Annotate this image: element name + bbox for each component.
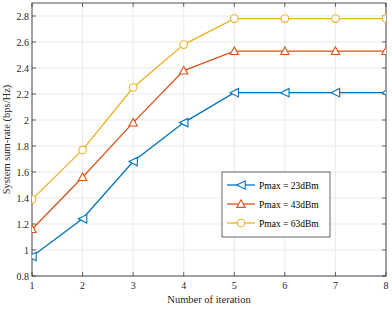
tick — [284, 272, 285, 276]
tick — [32, 94, 36, 95]
tick — [234, 272, 235, 276]
tick — [382, 146, 386, 147]
point — [331, 89, 339, 97]
tick — [32, 146, 36, 147]
tick — [234, 3, 235, 7]
point — [129, 157, 137, 165]
point — [180, 118, 188, 126]
point — [332, 15, 340, 23]
legend-label: Pmax = 23dBm — [259, 181, 319, 191]
point — [281, 47, 289, 55]
tick — [183, 272, 184, 276]
y-tick-label: 2.4 — [17, 63, 30, 74]
tick — [183, 3, 184, 7]
tick — [382, 172, 386, 173]
chart: 123456780.811.21.41.61.822.22.42.62.8Num… — [0, 0, 392, 310]
point — [32, 252, 36, 260]
tick — [32, 224, 36, 225]
grid-line — [133, 3, 134, 276]
y-tick-label: 2.2 — [17, 89, 30, 100]
point — [230, 15, 238, 23]
tick — [382, 224, 386, 225]
point — [382, 89, 386, 97]
tick — [335, 3, 336, 7]
y-tick-label: 2 — [24, 115, 29, 126]
grid-line — [32, 68, 386, 69]
x-tick-label: 4 — [181, 280, 186, 291]
x-tick-label: 6 — [282, 280, 287, 291]
y-tick-label: 1 — [24, 245, 29, 256]
tick — [335, 272, 336, 276]
grid-line — [32, 42, 386, 43]
x-tick-label: 2 — [80, 280, 85, 291]
tick — [382, 42, 386, 43]
grid-line — [82, 3, 83, 276]
point — [32, 225, 36, 233]
point — [230, 47, 238, 55]
y-tick-label: 0.8 — [17, 271, 30, 282]
point — [180, 66, 188, 74]
tick — [382, 198, 386, 199]
point — [32, 196, 36, 204]
y-tick-label: 1.2 — [17, 219, 30, 230]
legend-label: Pmax = 63dBm — [259, 219, 319, 229]
tick — [82, 272, 83, 276]
legend: Pmax = 23dBm Pmax = 43dBm Pmax = 63dBm — [222, 172, 330, 237]
point — [382, 15, 386, 23]
legend-marker — [237, 200, 245, 208]
tick — [133, 272, 134, 276]
grid — [32, 3, 386, 276]
x-axis-label: Number of iteration — [167, 294, 251, 305]
tick — [133, 3, 134, 7]
y-tick-label: 2.8 — [17, 11, 30, 22]
x-tick-label: 7 — [333, 280, 338, 291]
tick — [382, 250, 386, 251]
data — [32, 15, 386, 261]
grid-line — [32, 120, 386, 121]
y-tick-label: 2.6 — [17, 37, 30, 48]
point — [331, 47, 339, 55]
tick — [382, 120, 386, 121]
point — [79, 146, 87, 154]
series-line — [32, 51, 386, 229]
point — [382, 47, 386, 55]
y-axis-label: System sum-rate (bps/Hz) — [1, 84, 13, 194]
point — [78, 215, 86, 223]
y-tick-label: 1.6 — [17, 167, 30, 178]
grid-line — [32, 198, 386, 199]
grid-line — [32, 224, 386, 225]
grid-line — [32, 172, 386, 173]
series-line — [32, 19, 386, 200]
tick — [32, 120, 36, 121]
x-tick-label: 5 — [232, 280, 237, 291]
point — [78, 173, 86, 181]
point — [129, 84, 137, 92]
point — [230, 89, 238, 97]
frame — [32, 3, 386, 276]
tick — [32, 250, 36, 251]
point — [129, 118, 137, 126]
grid-line — [32, 250, 386, 251]
legend-marker — [237, 219, 245, 227]
x-tick-label: 3 — [131, 280, 136, 291]
tick — [284, 3, 285, 7]
point — [281, 15, 289, 23]
plot-area — [32, 3, 386, 276]
tick — [32, 68, 36, 69]
x-tick-label: 8 — [384, 280, 389, 291]
tick — [32, 42, 36, 43]
legend-label: Pmax = 43dBm — [259, 200, 319, 210]
y-tick-label: 1.8 — [17, 141, 30, 152]
tick — [382, 68, 386, 69]
point — [180, 41, 188, 49]
legend-marker — [237, 181, 245, 189]
tick — [32, 16, 36, 17]
y-tick-label: 1.4 — [17, 193, 30, 204]
tick — [82, 3, 83, 7]
grid-line — [335, 3, 336, 276]
point — [281, 89, 289, 97]
x-tick-label: 1 — [30, 280, 35, 291]
tick — [32, 172, 36, 173]
legend-box — [222, 172, 330, 237]
